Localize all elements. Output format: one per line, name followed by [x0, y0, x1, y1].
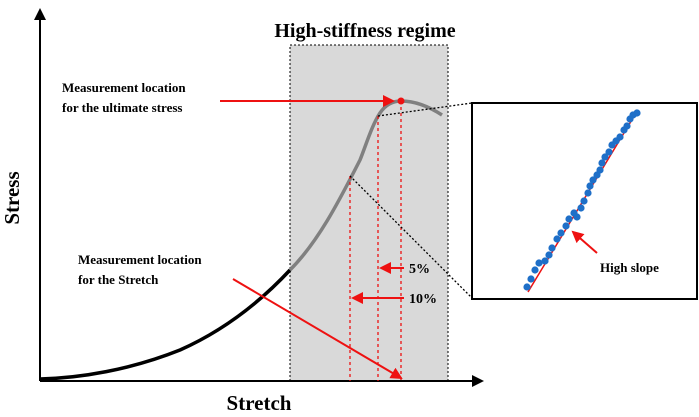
inset-data-point: [562, 222, 570, 230]
x-axis-label: Stretch: [227, 391, 292, 415]
high-stiffness-region: [289, 44, 449, 382]
inset-data-point: [527, 275, 535, 283]
inset-data-point: [573, 213, 581, 221]
inset-data-point: [605, 148, 613, 156]
ultimate-stress-point: [397, 97, 405, 105]
inset-data-point: [523, 283, 531, 291]
inset-data-point: [586, 182, 594, 190]
inset-data-point: [535, 259, 543, 267]
stretch-label-line2: for the Stretch: [78, 272, 159, 287]
inset-data-points: [523, 109, 641, 291]
inset-data-point: [557, 229, 565, 237]
inset-data-point: [598, 159, 606, 167]
ultimate-stress-label-line2: for the ultimate stress: [62, 100, 182, 115]
inset-data-point: [623, 122, 631, 130]
y-axis-label: Stress: [0, 171, 24, 224]
curve-low-stiffness: [39, 268, 292, 381]
inset-data-point: [565, 215, 573, 223]
inset-data-point: [580, 197, 588, 205]
inset-data-point: [596, 166, 604, 174]
stretch-arrow: [232, 278, 403, 380]
inset-data-point: [601, 153, 609, 161]
label-10pct: 10%: [409, 292, 437, 307]
ultimate-stress-label-line1: Measurement location: [62, 80, 186, 95]
curve-high-stiffness: [288, 99, 443, 272]
inset-data-point: [531, 266, 539, 274]
inset-data-point: [584, 189, 592, 197]
inset-data-point: [545, 251, 553, 259]
inset-data-point: [541, 257, 549, 265]
high-slope-arrow: [571, 230, 598, 254]
high-slope-label: High slope: [600, 260, 659, 275]
zoom-connector-bottom: [349, 175, 473, 299]
inset-data-point: [589, 176, 597, 184]
inset-data-point: [553, 235, 561, 243]
inset-data-point: [633, 109, 641, 117]
inset-data-point: [548, 244, 556, 252]
inset-data-point: [577, 204, 585, 212]
region-title: High-stiffness regime: [274, 20, 455, 42]
stretch-label-line1: Measurement location: [78, 252, 202, 267]
label-5pct: 5%: [409, 262, 430, 277]
inset-data-point: [616, 133, 624, 141]
